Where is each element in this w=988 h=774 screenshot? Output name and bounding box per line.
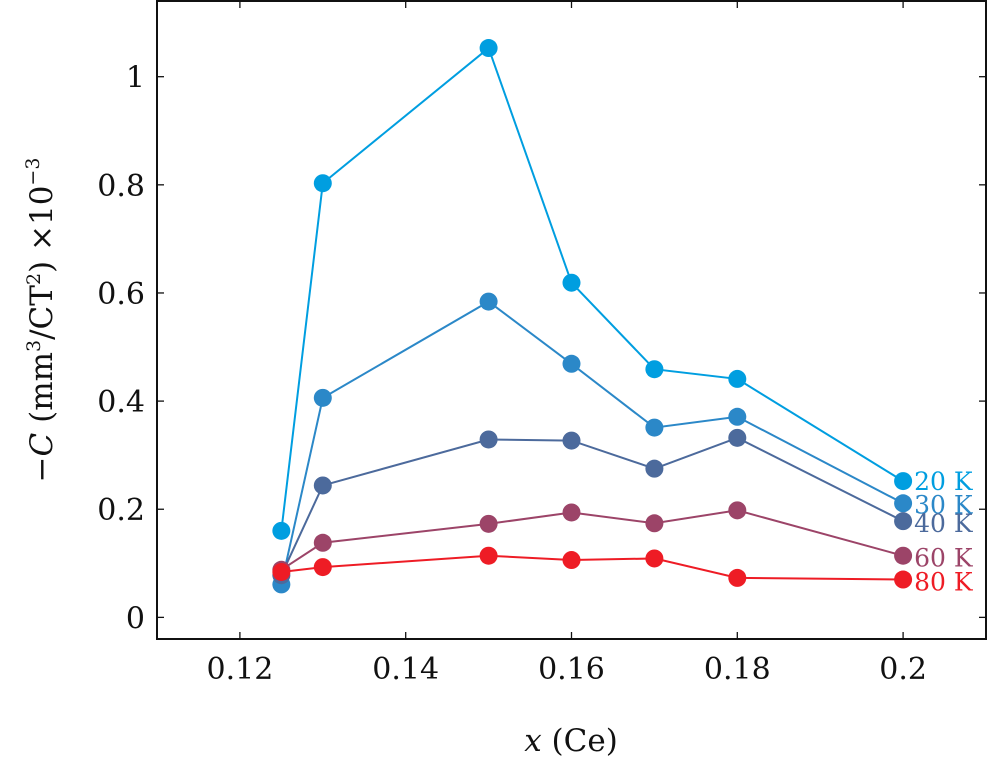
data-point [894,494,913,513]
x-tick-label: 0.12 [207,652,274,687]
x-tick-label: 0.2 [879,652,927,687]
x-tick-label: 0.14 [372,652,439,687]
x-axis-title: x (Ce) [524,723,618,759]
y-tick-label: 0 [126,601,145,636]
series-label: 30 K [914,490,974,519]
x-axis-var: x [524,723,542,759]
data-point [645,549,664,568]
data-point [645,418,664,437]
data-point [313,388,332,407]
data-point [313,174,332,193]
axis-ticks [157,1,986,639]
x-tick-label: 0.16 [538,652,605,687]
y-axis-sup3: −3 [22,158,44,186]
series-labels: 20 K30 K40 K 60 K80 K [914,467,974,596]
data-point [728,428,747,447]
series-line [280,436,904,576]
series-line [280,46,904,531]
data-point [728,568,747,587]
y-tick-label: 0.6 [97,277,145,312]
y-tick-labels: 0 0.2 0.4 0.6 0.8 1 [97,61,145,637]
y-tick-label: 1 [126,61,145,96]
y-axis-scale: ×10 [24,186,60,261]
data-point [894,570,913,589]
data-point [479,514,498,533]
data-point [313,558,332,577]
data-point [728,369,747,388]
data-point [562,551,581,570]
data-point [728,501,747,520]
x-axis-unit: (Ce) [542,723,618,759]
y-tick-label: 0.8 [97,169,145,204]
y-axis-sup1: 3 [23,340,45,352]
series-line [281,554,904,581]
series-lines [280,46,904,585]
y-tick-label: 0.4 [97,385,145,420]
series-line [280,300,904,585]
y-axis-sup2: 2 [23,273,45,285]
data-point [645,459,664,478]
x-tick-label: 0.18 [704,652,771,687]
series-label: 60 K [914,544,974,573]
series-label: 20 K [914,467,974,496]
data-point [894,512,913,531]
data-point [479,546,498,565]
data-point [894,546,913,565]
y-tick-label: 0.2 [97,493,145,528]
data-point [272,521,291,540]
data-point [562,503,581,522]
series-label: 40 K [914,509,974,538]
data-point [562,273,581,292]
data-point [894,472,913,491]
y-axis-var: C [24,432,60,456]
data-point [313,533,332,552]
data-point [479,292,498,311]
y-axis-units-mid: /CT [24,285,60,340]
data-point [272,562,291,581]
data-point [479,39,498,58]
data-point [645,514,664,533]
y-axis-title: −C (mm3/CT2) ×10−3 [22,158,60,483]
data-point [562,354,581,373]
series-label: 80 K [914,568,974,597]
data-point [562,431,581,450]
plot-frame [156,0,987,640]
y-axis-neg: − [24,456,60,482]
data-point [479,430,498,449]
y-axis-units-post: ) [24,261,60,273]
series-points [272,39,913,594]
x-tick-labels: 0.12 0.14 0.16 0.18 0.2 [207,652,927,687]
data-point [313,476,332,495]
y-axis-units-pre: (mm [24,352,60,433]
series-line [280,509,904,571]
data-point [728,407,747,426]
data-point [645,360,664,379]
